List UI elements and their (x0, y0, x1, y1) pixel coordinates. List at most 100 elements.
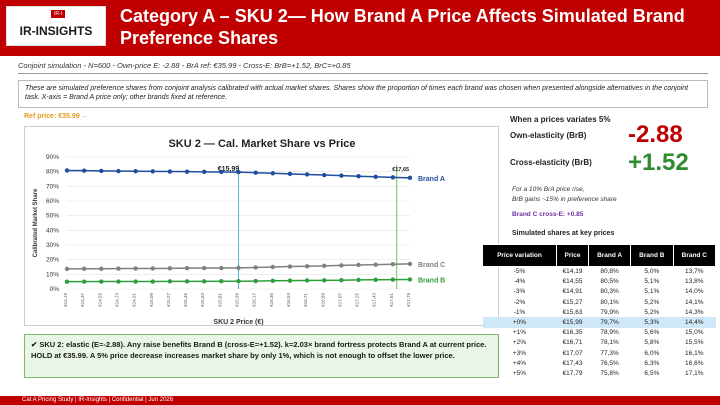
table-cell: 13,7% (685, 268, 704, 276)
data-point (356, 262, 361, 268)
data-point (407, 261, 413, 267)
table-header-1: Price (555, 244, 590, 267)
table-cell: €15,63 (562, 308, 583, 316)
table-row: -2% €15,27 80,1% 5,2% 14,1% (483, 297, 716, 307)
cross-elasticity-label: Cross-elasticity (BrB) (510, 158, 592, 167)
data-point (64, 266, 70, 272)
table-cell: 78,1% (600, 339, 619, 347)
x-tick-label: €14,55 (97, 293, 102, 307)
x-tick-label: €14,73 (114, 293, 119, 307)
legend-label: Brand C (418, 262, 445, 269)
data-point (167, 279, 173, 284)
table-cell: €16,71 (562, 339, 583, 347)
x-tick-label: €17,79 (406, 293, 411, 307)
table-header-4: Brand C (672, 244, 717, 267)
data-point (339, 278, 344, 283)
own-elasticity-value: -2.88 (628, 121, 683, 148)
note-line-1: For a 10% BrA price rise, (512, 186, 585, 193)
data-point (407, 175, 413, 181)
table-cell: -1% (513, 308, 526, 316)
table-row: -5% €14,19 80,8% 5,0% 13,7% (483, 267, 716, 277)
data-point (81, 266, 87, 271)
data-point (81, 279, 87, 284)
data-point (184, 265, 190, 271)
table-cell: €17,79 (562, 369, 583, 377)
x-tick-label: €14,19 (63, 293, 68, 307)
data-point (184, 169, 190, 174)
table-cell: 14,4% (673, 317, 716, 328)
x-tick-label: €14,37 (80, 293, 85, 307)
data-point (167, 169, 173, 174)
table-cell: 5,6% (644, 329, 660, 337)
table-row: +5% €17,79 75,8% 6,5% 17,1% (483, 368, 716, 378)
data-point (322, 263, 327, 269)
table-cell: €16,35 (562, 329, 583, 337)
insight-callout: ✔ SKU 2: elastic (E=-2.88). Any raise be… (24, 334, 499, 378)
data-point (184, 279, 190, 284)
data-point (322, 278, 327, 283)
x-tick-label: €15,99 (235, 293, 240, 307)
data-point (133, 266, 138, 271)
data-point (373, 174, 378, 179)
data-point (270, 264, 275, 270)
market-share-chart: SKU 2 — Cal. Market Share vs Price 0% 10% 2… (33, 138, 445, 326)
x-tick-label: €17,61 (389, 293, 394, 307)
legend-label: Brand A (418, 176, 445, 183)
data-point (219, 169, 224, 175)
data-point (270, 278, 275, 283)
data-point (390, 175, 396, 180)
y-tick-label: 20% (46, 257, 59, 264)
y-tick-label: 0% (50, 286, 60, 293)
table-row: -1% €15,63 79,9% 5,2% 14,3% (483, 307, 716, 317)
logo: IR-I IR-INSIGHTS (6, 6, 106, 46)
table-cell: 5,1% (644, 288, 660, 296)
logo-text: IR-INSIGHTS (19, 24, 93, 38)
data-point (236, 265, 241, 271)
page-title: Category A – SKU 2— How Brand A Price Af… (120, 6, 685, 48)
table-cell: 14,1% (685, 298, 704, 306)
table-cell: 14,3% (685, 308, 704, 316)
chart-title: SKU 2 — Cal. Market Share vs Price (168, 138, 355, 150)
y-tick-label: 90% (46, 154, 59, 161)
data-point (287, 264, 293, 269)
data-point (99, 279, 104, 284)
data-point (253, 278, 258, 284)
description-box: These are simulated preference shares fr… (18, 80, 708, 108)
note-line-2: BrB gains ~15% in preference share (512, 196, 617, 203)
x-tick-label: €16,71 (303, 293, 308, 307)
table-cell: 80,1% (600, 298, 619, 306)
data-point (253, 170, 258, 175)
table-cell: +0% (482, 317, 557, 328)
table-row: +0% €15,99 79,7% 5,3% 14,4% (482, 317, 716, 328)
data-point (116, 266, 121, 271)
data-point (116, 168, 121, 174)
table-cell: +2% (512, 339, 527, 347)
data-point (202, 169, 207, 175)
table-cell: 80,5% (600, 278, 619, 286)
own-elasticity-label: Own-elasticity (BrB) (510, 131, 587, 140)
table-cell: €17,07 (562, 349, 583, 357)
table-cell: +5% (512, 369, 527, 377)
table-cell: 5,2% (644, 308, 660, 316)
y-tick-label: 70% (46, 183, 59, 190)
table-header-2: Brand A (588, 244, 632, 267)
data-point (339, 263, 344, 268)
table-cell: 15,0% (685, 329, 704, 337)
table-row: +4% €17,43 76,5% 6,3% 16,6% (483, 358, 716, 368)
data-point (407, 277, 413, 282)
table-cell: 14,0% (685, 288, 704, 296)
table-cell: 78,9% (600, 329, 619, 337)
data-point (99, 168, 104, 174)
data-point (304, 278, 310, 283)
y-axis-label: Calibrated Market Share (33, 188, 39, 257)
table-cell: +4% (512, 359, 527, 367)
data-point (270, 171, 275, 176)
table-row: +1% €16,35 78,9% 5,6% 15,0% (483, 328, 716, 338)
data-point (202, 265, 207, 271)
x-tick-label: €15,09 (149, 293, 154, 307)
table-cell: 6,5% (644, 369, 660, 377)
x-tick-label: €15,63 (200, 293, 205, 307)
shares-table: Price variation Price Brand A Brand B Brand … (482, 244, 717, 379)
data-point (304, 172, 310, 177)
data-point (202, 279, 207, 284)
